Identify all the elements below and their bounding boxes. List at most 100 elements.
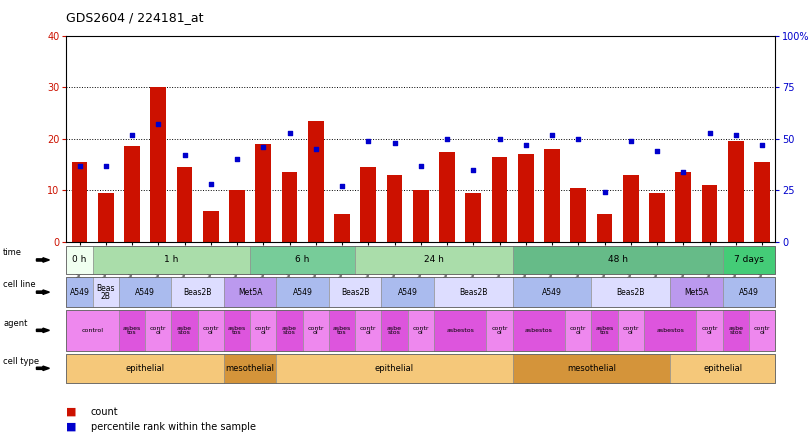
Bar [570,188,586,242]
Bar [623,175,638,242]
Bar [360,167,376,242]
Point [204,181,217,188]
Text: contr
ol: contr ol [623,325,639,335]
Bar [701,185,718,242]
Point [625,137,637,144]
Point [126,131,139,138]
Point [729,131,742,138]
Bar [151,87,166,242]
Text: Beas2B: Beas2B [459,288,488,297]
Point [283,129,296,136]
Text: epithelial: epithelial [375,364,414,373]
Text: epithelial: epithelial [126,364,164,373]
Point [231,156,244,163]
Text: Beas2B: Beas2B [341,288,369,297]
Text: contr
ol: contr ol [150,325,167,335]
Bar [71,162,87,242]
Text: Met5A: Met5A [684,288,709,297]
Text: ■: ■ [66,422,77,432]
Point [493,135,506,142]
Text: asbes
tos: asbes tos [333,325,352,335]
Text: Beas2B: Beas2B [616,288,645,297]
Text: A549: A549 [292,288,313,297]
Point [178,152,191,159]
Text: contr
ol: contr ol [412,325,429,335]
Text: Beas
2B: Beas 2B [96,284,115,301]
Bar [518,154,534,242]
Text: mesothelial: mesothelial [226,364,275,373]
Text: asbe
stos: asbe stos [728,325,744,335]
Point [388,139,401,147]
Text: asbestos: asbestos [656,328,684,333]
Text: ■: ■ [66,407,77,417]
Text: count: count [91,407,118,417]
Bar [335,214,350,242]
Text: contr
ol: contr ol [360,325,377,335]
Point [309,146,322,153]
Point [335,182,348,190]
Point [467,166,480,173]
Text: 48 h: 48 h [608,255,628,265]
Text: asbes
tos: asbes tos [123,325,141,335]
Point [703,129,716,136]
Text: asbes
tos: asbes tos [595,325,614,335]
Text: A549: A549 [135,288,155,297]
Text: asbestos: asbestos [525,328,553,333]
Text: Beas2B: Beas2B [184,288,212,297]
Point [546,131,559,138]
Bar [754,162,770,242]
Point [257,143,270,151]
Text: 6 h: 6 h [296,255,310,265]
Text: asbe
stos: asbe stos [282,325,297,335]
Text: cell line: cell line [3,281,36,289]
Point [151,121,164,128]
Point [519,141,532,148]
Bar [229,190,245,242]
Point [572,135,585,142]
Text: percentile rank within the sample: percentile rank within the sample [91,422,256,432]
Point [414,162,428,169]
Bar [728,141,744,242]
Point [677,168,690,175]
Bar [544,149,560,242]
Text: asbes
tos: asbes tos [228,325,246,335]
Bar [466,193,481,242]
Text: contr
ol: contr ol [255,325,271,335]
Text: 7 days: 7 days [734,255,764,265]
Bar [649,193,665,242]
Point [73,162,86,169]
Text: asbe
stos: asbe stos [387,325,402,335]
Text: control: control [82,328,104,333]
Text: contr
ol: contr ol [492,325,508,335]
Text: A549: A549 [398,288,418,297]
Text: contr
ol: contr ol [570,325,586,335]
Bar [676,172,691,242]
Point [441,135,454,142]
Text: agent: agent [3,319,28,328]
Text: contr
ol: contr ol [202,325,219,335]
Text: cell type: cell type [3,357,40,366]
Point [100,162,113,169]
Bar [439,152,455,242]
Bar [177,167,193,242]
Text: contr
ol: contr ol [754,325,770,335]
Text: 1 h: 1 h [164,255,179,265]
Text: contr
ol: contr ol [701,325,718,335]
Text: A549: A549 [70,288,89,297]
Bar [386,175,403,242]
Bar [203,211,219,242]
Bar [255,144,271,242]
Text: A549: A549 [739,288,759,297]
Point [650,147,663,155]
Text: mesothelial: mesothelial [567,364,616,373]
Text: GDS2604 / 224181_at: GDS2604 / 224181_at [66,11,204,24]
Bar [124,147,140,242]
Text: contr
ol: contr ol [308,325,324,335]
Point [756,141,769,148]
Bar [282,172,297,242]
Text: time: time [3,248,22,258]
Text: 0 h: 0 h [72,255,87,265]
Bar [492,157,507,242]
Bar [597,214,612,242]
Text: asbestos: asbestos [446,328,474,333]
